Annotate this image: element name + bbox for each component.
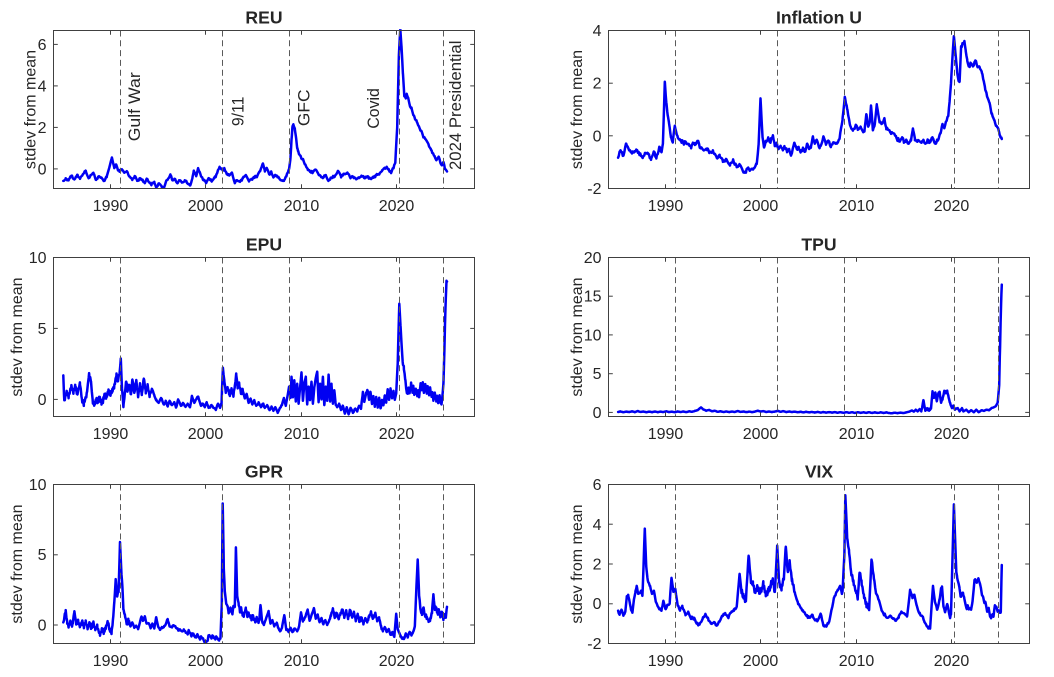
svg-text:1990: 1990 xyxy=(93,198,129,215)
svg-text:stdev from mean: stdev from mean xyxy=(569,50,586,169)
svg-text:5: 5 xyxy=(593,366,602,383)
svg-text:5: 5 xyxy=(38,321,47,338)
svg-text:stdev from mean: stdev from mean xyxy=(23,50,40,169)
svg-text:6: 6 xyxy=(38,37,47,54)
svg-text:REU: REU xyxy=(245,8,282,28)
svg-text:-2: -2 xyxy=(587,636,601,653)
svg-text:10: 10 xyxy=(584,327,602,344)
svg-text:4: 4 xyxy=(593,23,602,40)
svg-text:2: 2 xyxy=(38,120,47,137)
svg-text:1990: 1990 xyxy=(648,653,684,670)
svg-text:Covid: Covid xyxy=(365,88,383,128)
svg-text:-2: -2 xyxy=(587,181,601,198)
svg-text:10: 10 xyxy=(29,250,47,267)
svg-text:0: 0 xyxy=(593,405,602,422)
svg-text:2000: 2000 xyxy=(743,426,779,443)
svg-text:1990: 1990 xyxy=(93,426,129,443)
svg-text:2010: 2010 xyxy=(839,426,875,443)
svg-text:2020: 2020 xyxy=(379,653,415,670)
svg-text:VIX: VIX xyxy=(805,462,834,482)
svg-text:10: 10 xyxy=(29,477,47,494)
svg-text:2010: 2010 xyxy=(839,653,875,670)
svg-text:stdev from mean: stdev from mean xyxy=(569,277,586,396)
svg-text:2024 Presidential: 2024 Presidential xyxy=(447,41,465,171)
svg-text:stdev from mean: stdev from mean xyxy=(9,277,26,396)
svg-text:5: 5 xyxy=(38,547,47,564)
svg-text:2000: 2000 xyxy=(743,198,779,215)
svg-text:2020: 2020 xyxy=(934,426,970,443)
svg-text:2000: 2000 xyxy=(743,653,779,670)
svg-text:2: 2 xyxy=(593,76,602,93)
svg-text:Inflation U: Inflation U xyxy=(776,8,862,28)
svg-text:2010: 2010 xyxy=(839,198,875,215)
svg-text:6: 6 xyxy=(593,477,602,494)
svg-text:9/11: 9/11 xyxy=(229,97,247,127)
svg-text:0: 0 xyxy=(38,161,47,178)
svg-text:GFC: GFC xyxy=(296,89,314,126)
svg-text:stdev from mean: stdev from mean xyxy=(569,504,586,623)
svg-text:2010: 2010 xyxy=(284,426,320,443)
svg-text:2000: 2000 xyxy=(188,426,224,443)
svg-text:2020: 2020 xyxy=(379,198,415,215)
svg-text:20: 20 xyxy=(584,250,602,267)
svg-text:2000: 2000 xyxy=(188,198,224,215)
svg-text:15: 15 xyxy=(584,289,602,306)
svg-text:0: 0 xyxy=(593,596,602,613)
svg-text:2020: 2020 xyxy=(379,426,415,443)
svg-text:GPR: GPR xyxy=(245,462,283,482)
svg-text:0: 0 xyxy=(593,128,602,145)
svg-text:4: 4 xyxy=(593,517,602,534)
svg-text:4: 4 xyxy=(38,78,47,95)
svg-text:stdev from mean: stdev from mean xyxy=(9,504,26,623)
svg-text:2000: 2000 xyxy=(188,653,224,670)
svg-text:2020: 2020 xyxy=(934,653,970,670)
svg-text:0: 0 xyxy=(38,392,47,409)
svg-text:2010: 2010 xyxy=(284,198,320,215)
svg-text:Gulf War: Gulf War xyxy=(126,72,144,142)
svg-text:2010: 2010 xyxy=(284,653,320,670)
svg-text:TPU: TPU xyxy=(801,235,836,255)
svg-text:1990: 1990 xyxy=(648,198,684,215)
svg-text:2: 2 xyxy=(593,557,602,574)
svg-text:EPU: EPU xyxy=(246,235,282,255)
svg-text:1990: 1990 xyxy=(648,426,684,443)
svg-text:2020: 2020 xyxy=(934,198,970,215)
svg-text:0: 0 xyxy=(38,618,47,635)
svg-text:1990: 1990 xyxy=(93,653,129,670)
